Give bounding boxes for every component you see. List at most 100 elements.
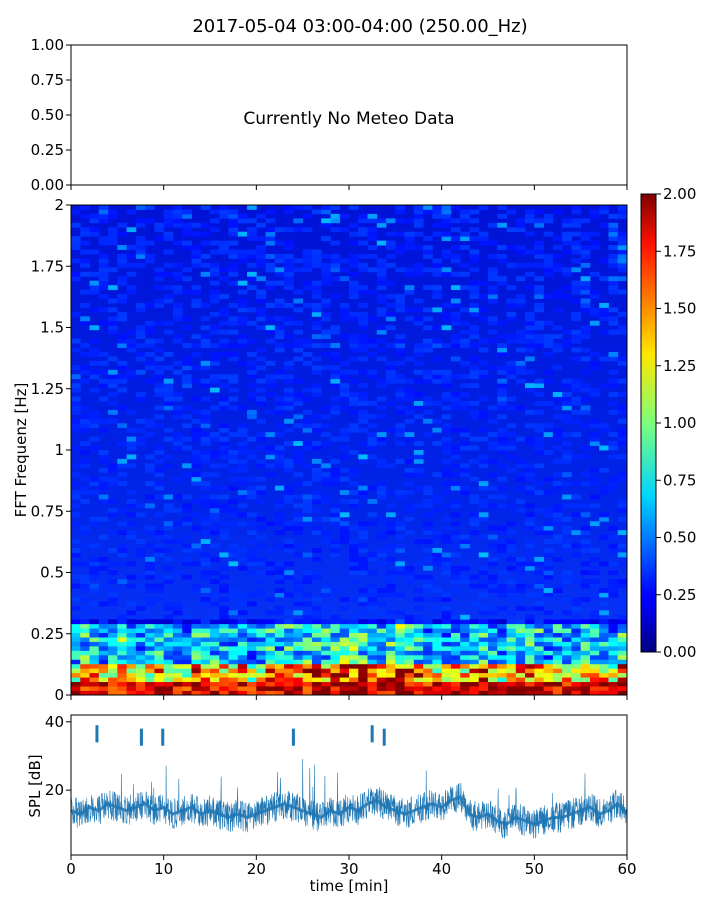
spectrogram-cell — [247, 218, 257, 224]
spectrogram-cell — [71, 632, 81, 638]
spectrogram-cell — [580, 539, 591, 544]
spectrogram-cell — [515, 628, 526, 634]
spectrogram-cell — [376, 285, 387, 291]
spectrogram-cell — [117, 552, 127, 558]
spectrogram-cell — [450, 552, 461, 558]
spectrogram-cell — [191, 663, 202, 669]
spectrogram-cell — [413, 222, 424, 228]
spectrogram-cell — [172, 285, 183, 291]
spectrogram-cell — [154, 628, 165, 634]
spectrogram-cell — [367, 654, 378, 660]
spectrogram-cell — [580, 561, 591, 567]
spectrogram-cell — [210, 209, 220, 215]
spectrogram-cell — [534, 601, 544, 607]
spectrogram-cell — [432, 209, 443, 215]
spectrogram-cell — [515, 218, 526, 224]
spectrogram-cell — [450, 245, 461, 250]
spectrogram-cell — [469, 289, 480, 295]
spectrogram-cell — [571, 654, 582, 660]
spectrogram-cell — [349, 378, 359, 384]
spectrogram-cell — [571, 378, 582, 384]
spectrogram-cell — [210, 579, 220, 585]
spectrogram-cell — [608, 543, 619, 549]
spectrogram-cell — [562, 414, 572, 420]
spectrogram-cell — [293, 646, 304, 651]
spectrogram-cell — [284, 646, 294, 651]
spectrogram-cell — [515, 659, 526, 665]
spectrogram-cell — [80, 641, 90, 647]
spectrogram-cell — [145, 583, 155, 589]
spectrogram-cell — [552, 334, 563, 340]
spectrogram-cell — [386, 316, 396, 322]
spectrogram-cell — [339, 681, 350, 687]
spectrogram-cell — [182, 365, 192, 371]
spectrogram-cell — [497, 392, 507, 397]
spectrogram-cell — [293, 610, 304, 616]
spectrogram-cell — [200, 222, 211, 228]
spectrogram-cell — [571, 668, 582, 674]
spectrogram-cell — [608, 258, 619, 264]
spectrogram-cell — [145, 530, 155, 536]
spectrogram-cell — [497, 525, 507, 531]
spectrogram-cell — [413, 588, 424, 593]
spectrogram-cell — [506, 396, 517, 402]
spectrogram-cell — [589, 271, 600, 277]
spectrogram-cell — [599, 303, 609, 308]
spectrogram-cell — [330, 356, 341, 362]
spectrogram-cell — [108, 499, 118, 504]
spectrogram-cell — [525, 686, 535, 691]
spectrogram-cell — [108, 383, 118, 389]
spectrogram-cell — [441, 423, 452, 429]
spectrogram-cell — [163, 641, 174, 647]
spectrogram-cell — [450, 227, 461, 233]
spectrogram-cell — [228, 543, 239, 549]
spectrogram-cell — [228, 592, 239, 598]
spectrogram-cell — [608, 579, 619, 585]
spectrogram-cell — [432, 427, 443, 433]
spectrogram-cell — [172, 686, 183, 691]
spectrogram-cell — [98, 668, 109, 674]
spectrogram-cell — [172, 432, 183, 438]
spectrogram-cell — [617, 516, 627, 522]
spectrogram-cell — [98, 307, 109, 313]
spectrogram-cell — [358, 543, 368, 549]
spectrogram-cell — [358, 686, 368, 691]
spectrogram-cell — [163, 383, 174, 389]
spectrogram-cell — [608, 641, 619, 647]
spectrogram-cell — [441, 303, 452, 308]
spectrogram-cell — [293, 628, 304, 634]
spectrogram-cell — [98, 681, 109, 687]
spectrogram-cell — [404, 570, 415, 576]
spectrogram-cell — [599, 427, 609, 433]
spectrogram-cell — [339, 383, 350, 389]
spectrogram-cell — [200, 378, 211, 384]
spectrogram-cell — [432, 307, 443, 313]
spectrogram-cell — [311, 365, 322, 371]
spectrogram-cell — [154, 356, 165, 362]
spectrogram-cell — [80, 597, 90, 602]
spectrogram-cell — [358, 418, 368, 424]
spectrogram-cell — [543, 267, 554, 273]
spectrogram-cell — [460, 463, 470, 469]
spectrogram-cell — [191, 637, 202, 642]
spectrogram-cell — [423, 628, 433, 634]
spectrogram-ytick-label: 1 — [54, 441, 64, 459]
spectrogram-cell — [210, 240, 220, 246]
spectrogram-cell — [469, 516, 480, 522]
spectrogram-cell — [330, 481, 341, 487]
spectrogram-cell — [293, 637, 304, 642]
spectrogram-cell — [126, 668, 137, 674]
spectrogram-cell — [172, 476, 183, 482]
spectrogram-cell — [219, 690, 229, 695]
spectrogram-cell — [126, 409, 137, 415]
spectrogram-cell — [237, 213, 248, 219]
spectrogram-cell — [617, 289, 627, 295]
spectrogram-cell — [210, 530, 220, 536]
spectrogram-cell — [89, 249, 100, 255]
spectrogram-cell — [460, 271, 470, 277]
spectrogram-cell — [237, 632, 248, 638]
spectrogram-cell — [580, 356, 591, 362]
spectrogram-cell — [413, 401, 424, 406]
spectrogram-cell — [358, 454, 368, 460]
